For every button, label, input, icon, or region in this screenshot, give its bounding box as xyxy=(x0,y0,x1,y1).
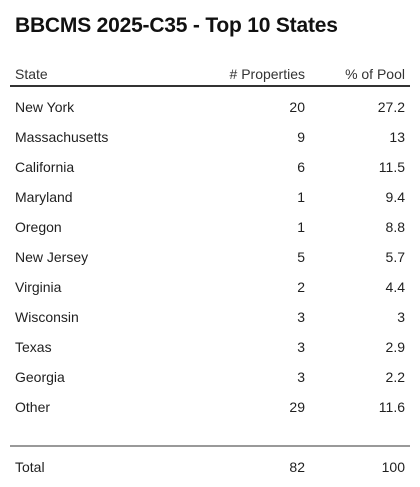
row-pool: 13 xyxy=(389,129,405,145)
row-pool: 11.6 xyxy=(378,399,405,415)
table-row: Massachusetts 9 13 xyxy=(10,117,410,147)
row-properties: 3 xyxy=(297,339,305,355)
row-state: Massachusetts xyxy=(15,129,109,145)
row-state: Wisconsin xyxy=(15,309,79,325)
table-row: New Jersey 5 5.7 xyxy=(10,237,410,267)
row-pool: 11.5 xyxy=(378,159,405,175)
row-pool: 2.2 xyxy=(385,369,405,385)
row-properties: 5 xyxy=(297,249,305,265)
header-pool: % of Pool xyxy=(345,66,405,82)
row-pool: 5.7 xyxy=(385,249,405,265)
table-title: BBCMS 2025-C35 - Top 10 States xyxy=(15,14,338,37)
row-state: Other xyxy=(15,399,51,415)
table-header-row: State # Properties % of Pool xyxy=(10,62,410,87)
row-pool: 3 xyxy=(397,309,405,325)
total-label: Total xyxy=(15,459,45,475)
table-row: New York 20 27.2 xyxy=(10,87,410,117)
table-row: Oregon 1 8.8 xyxy=(10,207,410,237)
row-properties: 20 xyxy=(289,99,305,115)
row-properties: 3 xyxy=(297,309,305,325)
row-properties: 1 xyxy=(297,189,305,205)
states-table: State # Properties % of Pool New York 20 2… xyxy=(10,62,410,417)
row-state: Virginia xyxy=(15,279,62,295)
table-row: Virginia 2 4.4 xyxy=(10,267,410,297)
table-row: Wisconsin 3 3 xyxy=(10,297,410,327)
total-properties: 82 xyxy=(289,459,305,475)
table-row: California 6 11.5 xyxy=(10,147,410,177)
row-pool: 8.8 xyxy=(385,219,405,235)
table-row: Georgia 3 2.2 xyxy=(10,357,410,387)
row-state: Maryland xyxy=(15,189,73,205)
row-properties: 1 xyxy=(297,219,305,235)
row-properties: 9 xyxy=(297,129,305,145)
row-properties: 2 xyxy=(297,279,305,295)
total-pool: 100 xyxy=(381,459,405,475)
row-pool: 2.9 xyxy=(385,339,405,355)
row-state: New York xyxy=(15,99,75,115)
row-pool: 4.4 xyxy=(385,279,405,295)
table-row: Maryland 1 9.4 xyxy=(10,177,410,207)
header-state: State xyxy=(15,66,48,82)
row-properties: 29 xyxy=(289,399,305,415)
header-properties: # Properties xyxy=(229,66,305,82)
row-pool: 27.2 xyxy=(377,99,405,115)
total-divider xyxy=(10,445,410,447)
row-pool: 9.4 xyxy=(385,189,405,205)
row-state: California xyxy=(15,159,75,175)
table-row: Texas 3 2.9 xyxy=(10,327,410,357)
row-state: New Jersey xyxy=(15,249,89,265)
row-state: Oregon xyxy=(15,219,62,235)
table-row: Other 29 11.6 xyxy=(10,387,410,417)
row-state: Texas xyxy=(15,339,52,355)
table-total-row: Total 82 100 xyxy=(10,450,410,480)
row-properties: 3 xyxy=(297,369,305,385)
table-body: New York 20 27.2 Massachusetts 9 13 California… xyxy=(10,87,410,417)
row-properties: 6 xyxy=(297,159,305,175)
row-state: Georgia xyxy=(15,369,65,385)
